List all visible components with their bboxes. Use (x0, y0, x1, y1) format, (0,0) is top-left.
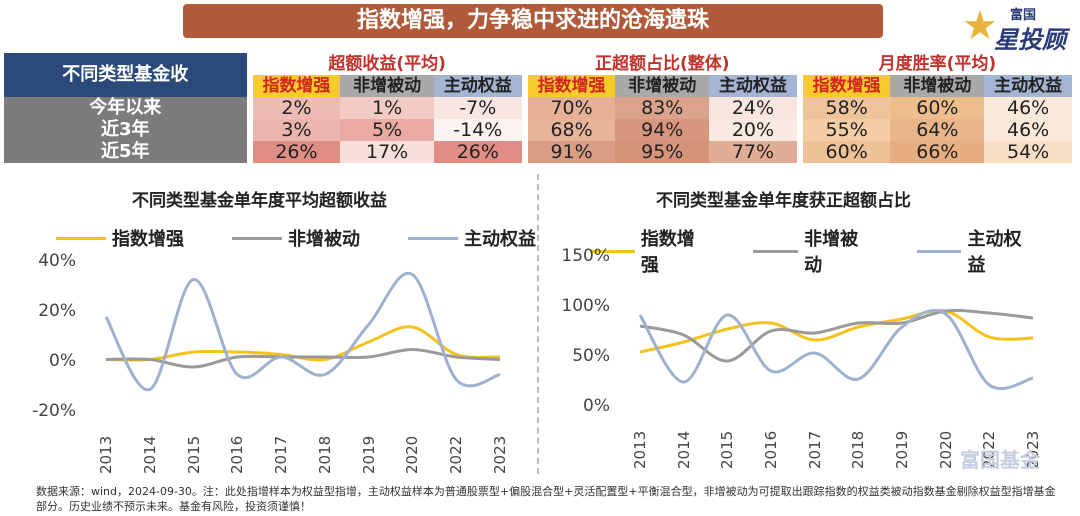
row-label: 近5年 (4, 141, 247, 163)
subheader-active: 主动权益 (709, 75, 797, 97)
table-cell: 66% (890, 141, 985, 163)
table-cell: 70% (527, 97, 616, 119)
legend-swatch (590, 249, 635, 253)
table-cell: -7% (433, 97, 522, 119)
y-tick-label: 150% (561, 246, 610, 266)
series-line (638, 308, 1034, 391)
y-tick-label: 100% (561, 296, 610, 316)
legend-item: 主动权益 (408, 225, 536, 251)
x-tick-label: 2017 (805, 430, 824, 469)
y-tick-label: -20% (32, 401, 76, 421)
table-cell: 1% (340, 97, 434, 119)
y-tick-label: 0% (583, 396, 610, 416)
brand-line1: 富国 (1010, 8, 1037, 23)
table-cell: 77% (709, 141, 797, 163)
table-cell: 83% (615, 97, 710, 119)
table-row: 近5年 26% 17% 26% 91% 95% 77% 60% 66% 54% (4, 141, 1072, 163)
watermark-logo: 富国基金 (960, 448, 1040, 472)
table-cell: 24% (709, 97, 797, 119)
table-cell: 68% (527, 119, 616, 141)
legend-swatch (916, 249, 962, 253)
x-tick-label: 2015 (718, 430, 737, 469)
chart-legend-left: 指数增强 非增被动 主动权益 (56, 225, 584, 251)
subheader-passive: 非增被动 (615, 75, 710, 97)
table-cell: 60% (890, 97, 985, 119)
legend-swatch (56, 236, 106, 240)
chart-title-right: 不同类型基金单年度获正超额占比 (656, 191, 911, 211)
table-cell: 3% (252, 119, 341, 141)
brand-logo: ★ 富国 星投顾 (960, 2, 1070, 54)
table-cell: 95% (615, 141, 710, 163)
table-cell: 26% (433, 141, 522, 163)
table-cell: 26% (252, 141, 341, 163)
subheader-index-enhanced: 指数增强 (802, 75, 891, 97)
legend-label: 指数增强 (112, 229, 184, 250)
x-tick-label: 2018 (849, 430, 868, 469)
table-cell: -14% (433, 119, 522, 141)
legend-swatch (232, 236, 282, 240)
group-header-positive: 正超额占比(整体) (594, 54, 730, 74)
x-tick-label: 2013 (631, 430, 649, 469)
legend-swatch (408, 236, 458, 240)
legend-label: 主动权益 (967, 229, 1022, 276)
legend-item: 指数增强 (590, 225, 705, 277)
table-cell: 58% (802, 97, 891, 119)
table-cell: 64% (890, 119, 985, 141)
legend-label: 非增被动 (288, 229, 360, 250)
table-row: 今年以来 2% 1% -7% 70% 83% 24% 58% 60% 46% (4, 97, 1072, 119)
table-cell: 2% (252, 97, 341, 119)
x-tick-label: 2019 (893, 430, 911, 469)
legend-swatch (753, 249, 799, 253)
table-corner-label: 不同类型基金收 (4, 53, 247, 97)
y-tick-label: 50% (572, 346, 610, 366)
chart-legend-right: 指数增强 非增被动 主动权益 (590, 225, 1080, 277)
table-cell: 20% (709, 119, 797, 141)
table-row: 近3年 3% 5% -14% 68% 94% 20% 55% 64% 46% (4, 119, 1072, 141)
group-header-winrate: 月度胜率(平均) (878, 54, 997, 74)
group-header-excess: 超额收益(平均) (328, 54, 446, 74)
chart-divider (537, 174, 539, 474)
series-line (104, 271, 501, 392)
subheader-index-enhanced: 指数增强 (527, 75, 616, 97)
table-cell: 46% (984, 119, 1072, 141)
legend-label: 主动权益 (464, 229, 536, 250)
x-tick-label: 2016 (762, 430, 780, 469)
page-title-banner: 指数增强，力争稳中求进的沧海遗珠 (183, 4, 883, 38)
table-cell: 54% (984, 141, 1072, 163)
subheader-passive: 非增被动 (340, 75, 434, 97)
legend-item: 非增被动 (753, 225, 868, 277)
table-cell: 60% (802, 141, 891, 163)
legend-item: 非增被动 (232, 225, 360, 251)
row-label: 近3年 (4, 119, 247, 141)
legend-label: 非增被动 (804, 229, 859, 276)
y-tick-label: 0% (49, 351, 76, 371)
subheader-active: 主动权益 (984, 75, 1072, 97)
legend-item: 主动权益 (916, 225, 1032, 277)
table-cell: 55% (802, 119, 891, 141)
legend-item: 指数增强 (56, 225, 184, 251)
star-icon: ★ (962, 3, 998, 49)
table-cell: 17% (340, 141, 434, 163)
brand-line2: 星投顾 (994, 26, 1066, 54)
summary-table: 不同类型基金收 超额收益(平均) 正超额占比(整体) 月度胜率(平均) 指数增强… (4, 53, 1072, 163)
table-cell: 91% (527, 141, 616, 163)
row-label: 今年以来 (4, 97, 247, 119)
chart-title-left: 不同类型基金单年度平均超额收益 (132, 191, 387, 211)
table-cell: 46% (984, 97, 1072, 119)
subheader-active: 主动权益 (433, 75, 522, 97)
subheader-passive: 非增被动 (890, 75, 985, 97)
series-line (105, 347, 501, 369)
y-tick-label: 40% (38, 251, 76, 271)
table-cell: 94% (615, 119, 710, 141)
footnote: 数据来源：wind，2024-09-30。注：此处指增样本为权益型指增，主动权益… (36, 485, 1056, 513)
x-tick-label: 2014 (674, 430, 693, 469)
legend-label: 指数增强 (640, 229, 695, 276)
subheader-index-enhanced: 指数增强 (252, 75, 341, 97)
series-line (639, 308, 1034, 354)
table-cell: 5% (340, 119, 434, 141)
y-tick-label: 20% (38, 301, 76, 321)
